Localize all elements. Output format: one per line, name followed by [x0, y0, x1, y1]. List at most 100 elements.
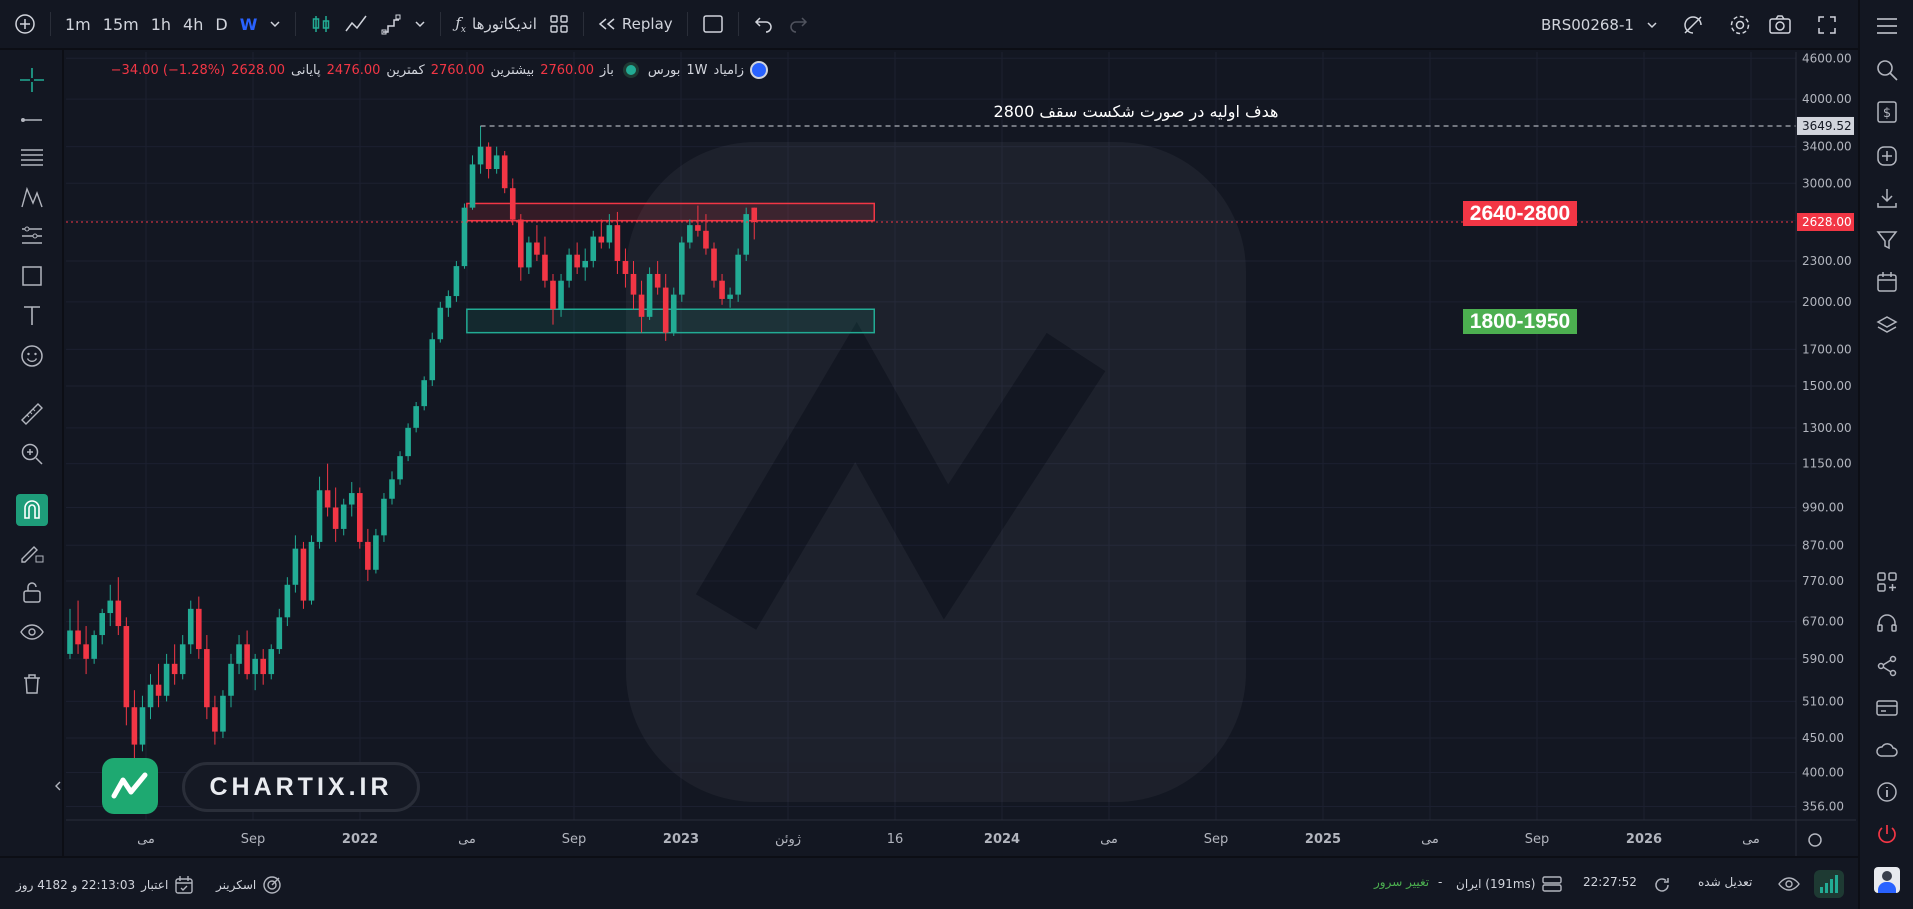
rectangle-button[interactable] — [696, 7, 730, 41]
signal-icon — [1814, 870, 1844, 898]
apps-button[interactable] — [1871, 566, 1903, 598]
candle-body — [365, 541, 371, 570]
magnet-tool[interactable] — [16, 494, 48, 526]
download-button[interactable] — [1871, 182, 1903, 214]
candle-body — [501, 155, 508, 189]
fib-tool[interactable] — [16, 142, 48, 174]
visibility-tool[interactable] — [16, 616, 48, 648]
grid-icon — [550, 15, 568, 33]
cloud-button[interactable] — [1871, 734, 1903, 766]
candle-body — [590, 236, 597, 261]
refresh-button[interactable] — [1652, 875, 1672, 895]
rectangle-tool[interactable] — [16, 260, 48, 292]
undo-button[interactable] — [747, 7, 781, 41]
x-tick-label: 2025 — [1305, 832, 1341, 847]
interval-1m[interactable]: 1m — [65, 14, 91, 34]
power-button[interactable] — [1871, 818, 1903, 850]
info-button[interactable] — [1871, 776, 1903, 808]
menu-button[interactable] — [1871, 10, 1903, 42]
support-button[interactable] — [1871, 608, 1903, 640]
crosshair-tool[interactable] — [16, 64, 48, 96]
line-tool[interactable] — [16, 104, 48, 136]
candle-body — [550, 280, 556, 310]
fullscreen-button[interactable] — [1811, 8, 1843, 42]
measure-icon — [22, 226, 42, 244]
legend-change: −34.00 (−1.28%) — [110, 62, 226, 78]
connection-strength[interactable] — [1814, 870, 1844, 898]
interval-4h[interactable]: 4h — [183, 14, 204, 34]
interval-D[interactable]: D — [215, 14, 228, 34]
redo-button[interactable] — [781, 7, 815, 41]
line-chart-button[interactable] — [338, 7, 374, 41]
pattern-tool[interactable] — [16, 182, 48, 214]
logo-mark — [111, 772, 148, 799]
support-zone — [466, 308, 875, 334]
axis-settings-icon[interactable] — [1808, 833, 1822, 847]
candle-body — [316, 490, 323, 542]
lock-tool[interactable] — [16, 576, 48, 608]
emoji-tool[interactable] — [16, 340, 48, 372]
ruler-tool[interactable] — [16, 398, 48, 430]
chart-type-dropdown[interactable] — [408, 7, 432, 41]
candle-body — [711, 248, 717, 281]
interval-15m[interactable]: 15m — [102, 14, 139, 34]
gear-icon — [1730, 15, 1750, 35]
price-button[interactable]: $ — [1871, 96, 1903, 128]
y-tick-label: 450.00 — [1802, 731, 1844, 745]
zoom-tool[interactable] — [16, 438, 48, 470]
visibility-toggle[interactable] — [1778, 875, 1800, 893]
candle-body — [340, 504, 347, 529]
candle-body — [582, 260, 588, 268]
candles-button[interactable] — [304, 7, 338, 41]
target-icon — [263, 876, 281, 894]
camera-icon — [1769, 15, 1791, 34]
templates-button[interactable] — [543, 7, 575, 41]
lock-icon — [23, 582, 41, 603]
delete-tool[interactable] — [16, 668, 48, 700]
alert-button[interactable] — [1675, 8, 1711, 42]
legend-interval: 1W — [686, 62, 708, 78]
text-tool[interactable] — [16, 300, 48, 332]
candle-body — [268, 649, 275, 675]
candle-body — [244, 644, 250, 675]
screener-button[interactable]: اسکرینر — [216, 875, 282, 895]
undo-icon — [754, 17, 772, 33]
collapse-toolbar-button[interactable] — [52, 770, 64, 802]
x-tick-label: Sep — [1525, 832, 1550, 847]
add-watchlist-button[interactable] — [1871, 140, 1903, 172]
measure-tool[interactable] — [16, 220, 48, 252]
x-tick-label: ژوئن — [775, 832, 801, 847]
calendar-button[interactable] — [1871, 266, 1903, 298]
price-axis-bg — [1796, 52, 1856, 856]
avatar-button[interactable] — [1871, 864, 1903, 896]
candle-body — [509, 188, 516, 220]
subscription-button[interactable] — [1871, 692, 1903, 724]
indicators-button[interactable]: ƒx اندیکاتورها — [449, 7, 543, 41]
add-symbol-button[interactable] — [8, 7, 42, 41]
filter-button[interactable] — [1871, 224, 1903, 256]
layers-button[interactable] — [1871, 310, 1903, 342]
interval-W[interactable]: W — [239, 14, 258, 34]
drawing-button[interactable] — [374, 7, 408, 41]
snapshot-button[interactable] — [1762, 8, 1798, 42]
separator — [50, 12, 51, 36]
price-chart[interactable]: هدف اولیه در صورت شکست سقف 2800 4600.004… — [66, 52, 1856, 856]
credit-status[interactable]: 22:13:03 و 4182 روز اعتبار — [16, 875, 194, 895]
drawing-mode-tool[interactable] — [16, 536, 48, 568]
symbol-selector[interactable]: BRS00268-1 — [1535, 8, 1664, 42]
search-button[interactable] — [1871, 54, 1903, 86]
time-axis: می Sep 2022 می Sep 2023 ژوئن 16 2024 می Sep 2025 می S… — [66, 819, 1856, 847]
candle-body — [646, 273, 653, 317]
interval-1h[interactable]: 1h — [150, 14, 172, 34]
right-sidebar: $ — [1858, 0, 1913, 909]
candle-body — [445, 296, 452, 308]
candle-body — [131, 707, 138, 745]
server-change-link[interactable]: تغییر سرور — [1374, 875, 1429, 889]
share-button[interactable] — [1871, 650, 1903, 682]
interval-dropdown[interactable] — [263, 7, 287, 41]
svg-text:$: $ — [1883, 106, 1891, 121]
server-status[interactable]: ایران (191ms) — [1456, 875, 1563, 893]
settings-button[interactable] — [1722, 8, 1758, 42]
replay-button[interactable]: Replay — [592, 7, 679, 41]
adjusted-toggle[interactable]: تعدیل شده — [1698, 875, 1752, 889]
